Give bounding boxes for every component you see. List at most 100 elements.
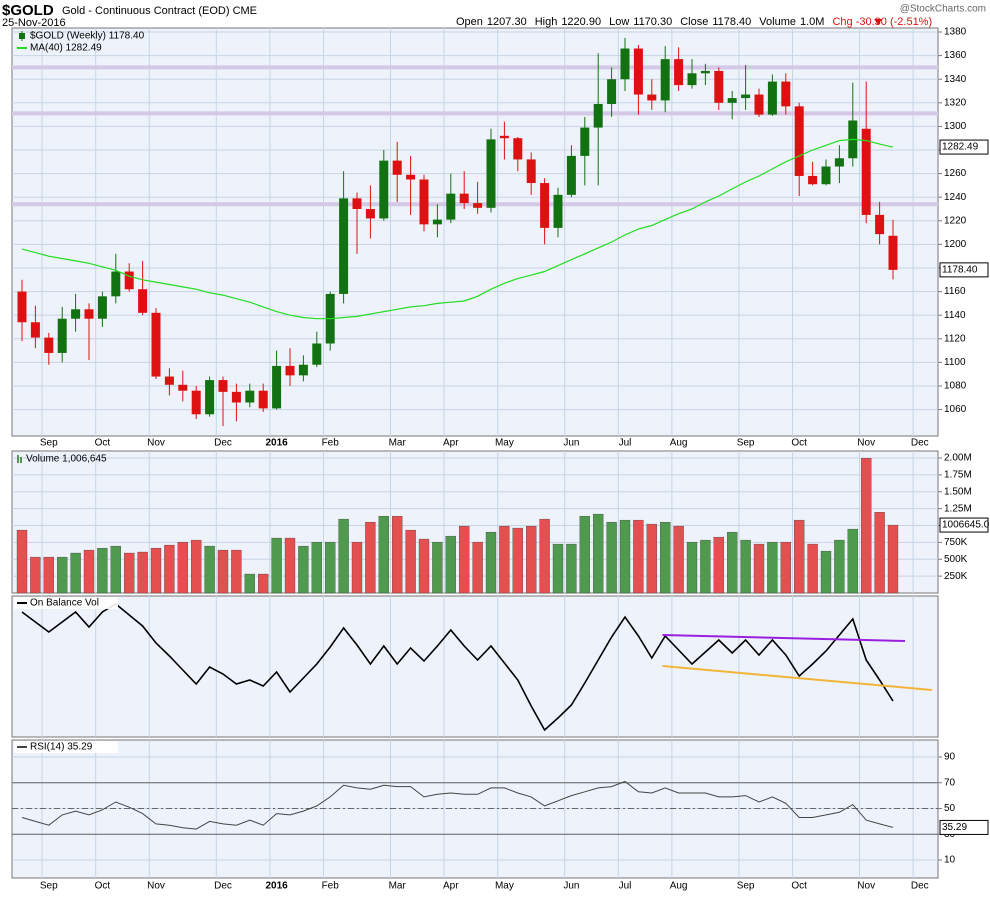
y-tick-label: 1200 <box>944 239 967 250</box>
volume-bar <box>700 539 711 594</box>
volume-bar <box>633 519 644 594</box>
candle-body <box>593 103 603 128</box>
candle-body <box>473 203 483 208</box>
candle-body <box>647 94 657 101</box>
volume-bar <box>365 521 376 594</box>
x-tick-label: Jun <box>563 881 579 892</box>
candle-body <box>513 138 523 160</box>
y-tick-label: 2.00M <box>944 453 972 464</box>
legend-label: $GOLD (Weekly) 1178.40 <box>30 31 145 42</box>
candle-body <box>432 219 442 225</box>
candle-body <box>71 309 81 319</box>
candle-body <box>57 318 67 353</box>
volume-bar <box>124 552 135 594</box>
x-tick-label: Jul <box>619 438 632 449</box>
y-tick-label: 50 <box>944 803 956 814</box>
y-tick-label: 1360 <box>944 50 967 61</box>
y-tick-label: 1340 <box>944 74 967 85</box>
volume-bar <box>70 552 81 594</box>
candle-body <box>446 193 456 220</box>
candle-body <box>607 79 617 104</box>
volume-bar <box>646 523 657 594</box>
volume-bar <box>861 458 872 594</box>
volume-bar <box>244 573 255 594</box>
candle-body <box>553 194 563 228</box>
quote-line: Open 1207.30 High 1220.90 Low 1170.30 Close 117… <box>456 16 932 28</box>
volume-bar <box>593 513 604 594</box>
down-arrow <box>874 19 883 25</box>
candle-body <box>231 391 241 403</box>
y-tick-label: 1060 <box>944 404 967 415</box>
quote-label: Close <box>680 16 708 28</box>
candle-body <box>44 337 54 353</box>
volume-bar <box>110 545 121 594</box>
legend-label: RSI(14) 35.29 <box>30 742 93 753</box>
legend-label: On Balance Vol <box>30 598 99 609</box>
legend-swatch <box>19 33 25 39</box>
volume-bar <box>97 547 108 594</box>
volume-bar <box>83 549 95 594</box>
volume-bar <box>284 537 296 594</box>
volume-bar <box>566 543 577 594</box>
candle-body <box>674 59 684 86</box>
candle-body <box>633 48 643 95</box>
candle-body <box>687 73 697 86</box>
candle-body <box>406 174 416 180</box>
volume-bar <box>512 527 523 594</box>
volume-bar <box>204 545 215 594</box>
volume-bar <box>217 549 229 594</box>
volume-bar <box>271 537 282 594</box>
volume-bar <box>874 511 885 594</box>
candle-body <box>808 175 818 185</box>
volume-bar <box>727 531 738 594</box>
candle-body <box>218 380 228 392</box>
volume-bar <box>325 541 336 594</box>
volume-bar <box>137 551 148 594</box>
legend-box <box>14 741 118 753</box>
volume-bar <box>472 541 483 594</box>
volume-bar <box>552 543 564 594</box>
volume-bar <box>820 550 832 594</box>
x-tick-label: Dec <box>214 881 232 892</box>
x-tick-label: Dec <box>911 881 929 892</box>
candle-body <box>499 135 509 139</box>
y-tick-label: 1320 <box>944 97 967 108</box>
candle-body <box>138 289 148 313</box>
last-value-label: 1282.49 <box>942 142 979 153</box>
volume-bar <box>16 529 28 594</box>
candle-body <box>339 198 349 294</box>
y-tick-label: 1220 <box>944 215 967 226</box>
candle-body <box>205 380 215 415</box>
symbol: $GOLD <box>2 2 54 19</box>
x-tick-label: Mar <box>389 881 407 892</box>
candle-body <box>566 155 576 195</box>
y-tick-label: 10 <box>944 855 956 866</box>
candle-body <box>834 158 844 167</box>
x-tick-label: Sep <box>737 881 755 892</box>
last-value-box <box>939 262 989 278</box>
volume-bar <box>418 538 430 594</box>
volume-bar <box>445 535 456 594</box>
x-tick-label: Dec <box>911 438 929 449</box>
y-tick-label: 1160 <box>944 286 966 297</box>
candle-body <box>151 312 161 377</box>
quote-value: 1170.30 <box>633 16 672 28</box>
y-tick-label: 1080 <box>944 381 967 392</box>
candle-body <box>191 390 201 415</box>
volume-bar <box>378 515 389 594</box>
x-tick-label: Jun <box>563 438 579 449</box>
volume-bar <box>526 525 537 594</box>
volume-bar <box>579 515 590 594</box>
volume-bar <box>405 529 416 594</box>
volume-bar <box>231 549 242 594</box>
candle-body <box>379 160 389 219</box>
quote-label: Open <box>456 16 483 28</box>
volume-bar <box>30 556 41 594</box>
panel <box>11 595 939 738</box>
candle-body <box>580 127 590 156</box>
last-value-box <box>939 517 989 533</box>
quote-value: 1178.40 <box>712 16 751 28</box>
panel <box>11 27 939 437</box>
x-tick-label: Dec <box>214 438 232 449</box>
